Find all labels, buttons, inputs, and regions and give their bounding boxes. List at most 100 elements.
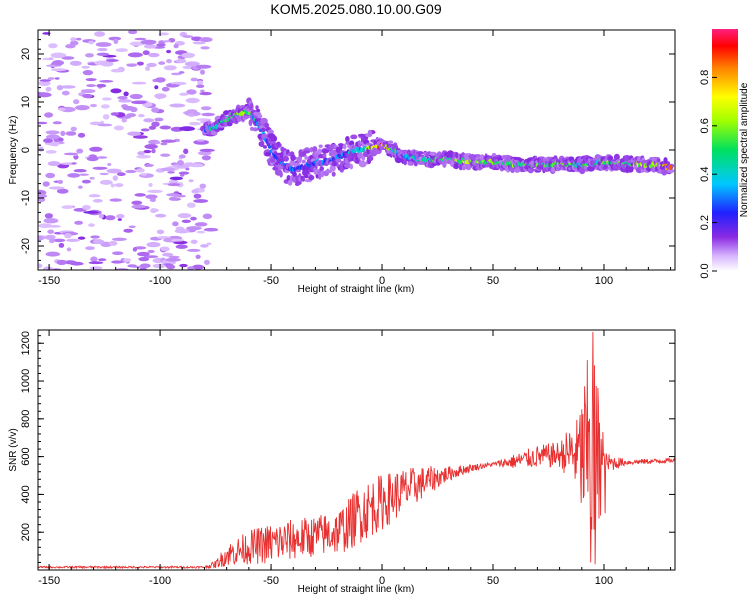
spectrogram-noise-cell	[69, 60, 82, 66]
spectrogram-noise-cell	[201, 112, 215, 117]
spectrogram-noise-cell	[158, 61, 166, 65]
spectrogram-noise-cell	[82, 93, 93, 99]
spectrogram-noise-cell	[75, 105, 90, 111]
spectrogram-noise-cell	[143, 255, 159, 258]
spectrogram-noise-cell	[144, 163, 154, 167]
spectrogram-noise-cell	[77, 236, 86, 240]
spectrogram-xlabel: Height of straight line (km)	[298, 284, 415, 295]
spectrogram-noise-cell	[113, 125, 124, 131]
spectrogram-ytick-label: 20	[20, 48, 32, 60]
spectrogram-noise-cell	[70, 37, 77, 42]
spectrogram-noise-cell	[48, 186, 65, 190]
spectrogram-halo-cell	[257, 113, 263, 119]
colorbar-tick-label: 0.8	[699, 70, 711, 85]
spectrogram-noise-cell	[97, 123, 113, 127]
spectrogram-noise-cell	[114, 183, 124, 188]
spectrogram-noise-cell	[140, 39, 157, 45]
snr-panel: -150 -100 -50 0 50 100 200 400 600 800 1000 1200 He…	[8, 329, 676, 595]
spectrogram-noise-cell	[94, 31, 106, 37]
spectrogram-noise-cell	[86, 84, 96, 88]
spectrogram-noise-cell	[131, 81, 147, 85]
spectrogram-noise-cell	[160, 139, 177, 143]
spectrogram-halo-cell	[290, 154, 296, 162]
spectrogram-noise-cell	[92, 199, 103, 203]
spectrogram-noise-cell	[186, 202, 196, 208]
spectrogram-noise-cell	[172, 221, 179, 227]
spectrogram-noise-cell	[89, 146, 103, 152]
spectrogram-noise-cell	[107, 163, 112, 166]
spectrogram-noise-cell	[151, 148, 156, 154]
spectrogram-noise-cell	[64, 233, 72, 239]
colorbar: 0.0 0.2 0.4 0.6 0.8 Normalized spectral ampl…	[699, 29, 750, 279]
snr-ytick-label: 1200	[20, 331, 32, 355]
spectrogram-noise-cell	[197, 151, 212, 156]
spectrogram-ytick-label: 10	[20, 96, 32, 108]
spectrogram-noise-cell	[154, 117, 164, 122]
spectrogram-noise-cell	[96, 52, 110, 56]
spectrogram-noise-cell	[131, 200, 143, 205]
spectrogram-noise-cell	[98, 258, 107, 262]
spectrogram-halo-cell	[270, 135, 278, 143]
spectrogram-noise-cell	[168, 255, 180, 259]
spectrogram-noise-cell	[167, 171, 175, 174]
spectrogram-halo-cell	[613, 153, 620, 161]
snr-ytick-label: 800	[20, 410, 32, 428]
spectrogram-noise-cell	[110, 112, 120, 116]
spectrogram-noise-cell	[203, 227, 219, 232]
spectrogram-noise-cell	[193, 193, 202, 199]
spectrogram-noise-cell	[142, 50, 150, 56]
spectrogram-noise-cell	[44, 213, 54, 219]
spectrogram-noise-cell	[187, 266, 195, 270]
snr-xlabel: Height of straight line (km)	[298, 584, 415, 595]
spectrogram-noise-cell	[54, 77, 60, 80]
spectrogram-noise-cell	[143, 118, 155, 123]
spectrogram-noise-cell	[47, 229, 55, 234]
spectrogram-noise-cell	[146, 241, 161, 248]
spectrogram-noise-cell	[154, 85, 159, 90]
spectrogram-noise-cell	[194, 222, 208, 227]
colorbar-tick-label: 0.4	[699, 167, 711, 182]
spectrogram-noise-cell	[190, 216, 197, 221]
spectrogram-noise-cell	[179, 92, 189, 96]
spectrogram-noise-cell	[38, 223, 53, 228]
spectrogram-noise-cell	[166, 59, 172, 64]
spectrogram-noise-cell	[65, 131, 77, 136]
spectrogram-halo-cell	[308, 174, 315, 181]
spectrogram-noise-cell	[102, 114, 110, 120]
spectrogram-noise-cell	[175, 244, 188, 249]
spectrogram-noise-cell	[77, 132, 86, 138]
spectrogram-noise-cell	[123, 258, 131, 263]
spectrogram-noise-cell	[76, 148, 84, 154]
snr-xtick-label: -150	[38, 575, 60, 587]
spectrogram-halo-cell	[295, 169, 301, 173]
spectrogram-halo-cell	[215, 128, 220, 132]
spectrogram-noise-cell	[100, 61, 114, 67]
spectrogram-noise-cell	[190, 239, 198, 244]
spectrogram-noise-cell	[170, 72, 182, 76]
spectrogram-noise-cell	[186, 89, 197, 95]
spectrogram-noise-cell	[193, 199, 209, 203]
colorbar-tick-label: 0.0	[699, 263, 711, 278]
spectrogram-noise-cell	[143, 149, 152, 154]
spectrogram-noise-cell	[186, 109, 198, 114]
spectrogram-noise-cell	[90, 235, 100, 239]
spectrogram-noise-cell	[38, 91, 43, 97]
spectrogram-noise-cell	[53, 139, 60, 142]
spectrogram-noise-cell	[196, 139, 205, 142]
spectrogram-noise-cell	[181, 219, 191, 223]
spectrogram-noise-cell	[49, 57, 54, 60]
spectrogram-halo-cell	[301, 159, 306, 164]
spectrogram-noise-cell	[138, 114, 145, 118]
spectrogram-noise-cell	[196, 84, 205, 88]
spectrogram-noise-cell	[162, 252, 174, 257]
spectrogram-noise-cell	[158, 32, 170, 36]
spectrogram-noise-cell	[47, 77, 55, 80]
spectrogram-noise-cell	[80, 89, 96, 94]
spectrogram-halo-cell	[666, 168, 675, 174]
spectrogram-noise-cell	[127, 131, 142, 136]
snr-xtick-label: 100	[595, 575, 613, 587]
spectrogram-noise-cell	[149, 198, 157, 202]
spectrogram-noise-cell	[88, 223, 95, 227]
spectrogram-noise-cell	[199, 91, 212, 96]
